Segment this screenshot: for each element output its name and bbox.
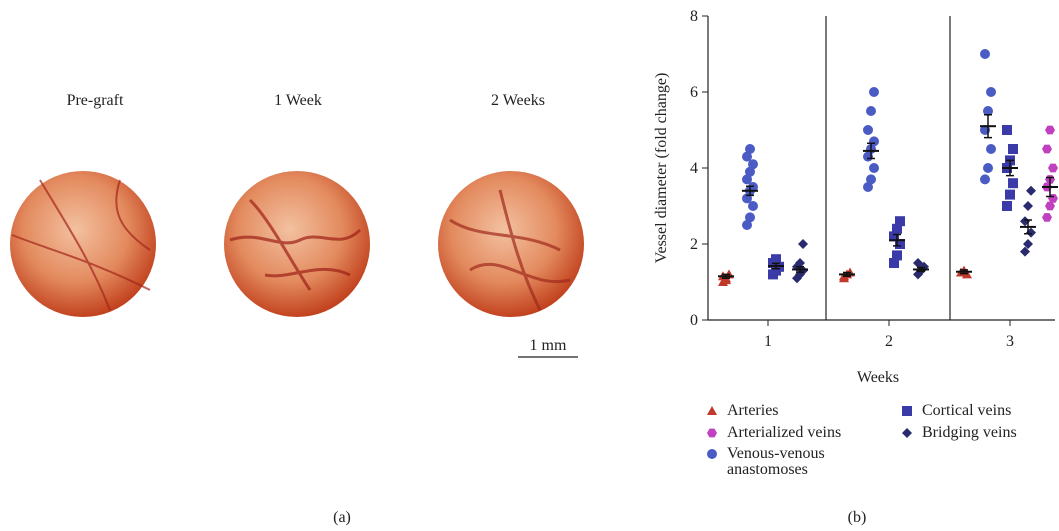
photo-label: Pre-graft xyxy=(67,92,124,109)
photo-label: 2 Weeks xyxy=(491,92,545,109)
caption: (b) xyxy=(848,509,867,526)
legend-label: Venous-venous anastomoses xyxy=(727,446,857,478)
point xyxy=(986,87,996,97)
photos xyxy=(10,171,584,317)
point xyxy=(1042,213,1052,222)
point xyxy=(892,250,902,260)
x-tick-label: 1 xyxy=(764,333,772,350)
point xyxy=(986,144,996,154)
point xyxy=(983,163,993,173)
x-tick-label: 2 xyxy=(885,333,893,350)
y-tick-label: 6 xyxy=(690,84,698,101)
legend-label: Cortical veins xyxy=(922,403,1059,419)
y-tick-label: 8 xyxy=(690,8,698,25)
figure-svg: Pre-graft 1 Week 2 Weeks 1 mm (a) (b) We… xyxy=(0,0,1059,531)
legend-marker xyxy=(705,404,719,418)
point xyxy=(866,174,876,184)
caption: (a) xyxy=(333,509,351,526)
legend-entry: Arterialized veins xyxy=(705,425,877,441)
point xyxy=(1026,186,1036,196)
point xyxy=(1008,178,1018,188)
point xyxy=(707,429,717,438)
point xyxy=(1002,201,1012,211)
legend-label: Arteries xyxy=(727,403,877,419)
x-axis-label: Weeks xyxy=(857,369,899,386)
point xyxy=(707,449,717,459)
point xyxy=(1002,125,1012,135)
point xyxy=(980,49,990,59)
y-axis-label: Vessel diameter (fold change) xyxy=(653,73,670,264)
point xyxy=(980,174,990,184)
legend-entry: Bridging veins xyxy=(900,425,1059,441)
point xyxy=(1042,145,1052,154)
point xyxy=(1005,190,1015,200)
point xyxy=(902,406,912,416)
point xyxy=(798,239,808,249)
point xyxy=(1048,164,1058,173)
x-tick-label: 3 xyxy=(1006,333,1014,350)
point xyxy=(1023,201,1033,211)
point xyxy=(869,163,879,173)
point xyxy=(745,144,755,154)
y-tick-label: 0 xyxy=(690,312,698,329)
legend-marker xyxy=(900,426,914,440)
legend-entry: Venous-venous anastomoses xyxy=(705,446,857,478)
point xyxy=(745,212,755,222)
y-tick-label: 4 xyxy=(690,160,698,177)
figure: Pre-graft 1 Week 2 Weeks 1 mm (a) (b) We… xyxy=(0,0,1059,531)
legend-label: Arterialized veins xyxy=(727,425,877,441)
scale-bar-label: 1 mm xyxy=(530,337,567,354)
point xyxy=(1045,126,1055,135)
legend-entry: Arteries xyxy=(705,403,877,419)
point xyxy=(895,216,905,226)
point xyxy=(869,87,879,97)
point xyxy=(1045,202,1055,211)
legend-marker xyxy=(900,404,914,418)
legend-entry: Cortical veins xyxy=(900,403,1059,419)
point xyxy=(707,406,717,415)
y-tick-label: 2 xyxy=(690,236,698,253)
point xyxy=(866,106,876,116)
point xyxy=(902,428,912,438)
legend-label: Bridging veins xyxy=(922,425,1059,441)
legend-marker xyxy=(705,426,719,440)
legend-marker xyxy=(705,447,719,461)
photo-label: 1 Week xyxy=(274,92,322,109)
point xyxy=(863,125,873,135)
point xyxy=(1008,144,1018,154)
